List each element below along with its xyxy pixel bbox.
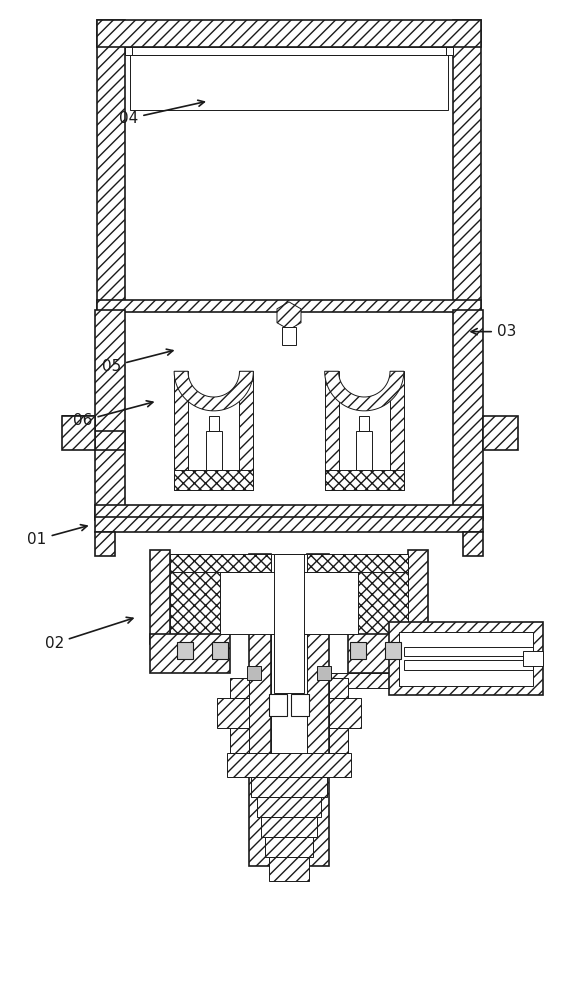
Polygon shape [358,554,408,634]
Text: 06: 06 [73,401,153,428]
Polygon shape [62,416,125,450]
Polygon shape [329,678,349,698]
Polygon shape [97,300,481,312]
Polygon shape [229,678,249,698]
Bar [125,47,132,55]
Bar [274,554,304,693]
Bar [523,651,543,666]
Bar [95,532,114,556]
Polygon shape [265,837,313,857]
Polygon shape [349,634,428,673]
Bar [404,660,533,670]
Polygon shape [325,470,404,490]
Bar [357,431,372,470]
Bar [269,857,309,881]
Bar [209,416,218,431]
Polygon shape [95,505,483,520]
Polygon shape [408,550,428,644]
Bar [271,554,307,866]
Bar [247,666,261,680]
Bar [129,55,449,110]
Bar [125,310,453,505]
Text: 03: 03 [471,324,516,339]
Polygon shape [329,614,389,629]
Bar [212,642,228,659]
Polygon shape [325,371,404,411]
Text: 04: 04 [119,100,205,126]
Bar [114,517,464,556]
Bar [446,47,453,55]
Polygon shape [329,673,389,688]
Bar [177,642,193,659]
Bar [125,47,453,300]
Polygon shape [170,554,408,572]
Polygon shape [453,20,481,312]
Polygon shape [249,554,271,866]
Polygon shape [97,20,125,312]
Polygon shape [329,728,349,753]
Bar [350,642,366,659]
Text: 02: 02 [45,617,133,651]
Polygon shape [174,371,253,411]
Bar [404,647,533,656]
Polygon shape [227,753,351,777]
Polygon shape [174,371,188,490]
Polygon shape [453,310,483,520]
Bar [291,694,309,716]
Polygon shape [239,371,253,490]
Bar [399,632,533,686]
Polygon shape [62,416,95,450]
Bar [360,416,369,431]
Bar [317,666,331,680]
Polygon shape [217,698,249,728]
Text: 01: 01 [28,525,87,547]
Text: 05: 05 [102,349,173,374]
Polygon shape [170,554,220,634]
Bar [95,517,483,532]
Polygon shape [307,554,329,866]
Polygon shape [277,302,301,330]
Polygon shape [329,698,361,728]
Bar [282,327,296,345]
Bar [385,642,401,659]
Bar [464,532,483,556]
Polygon shape [174,470,253,490]
Polygon shape [390,371,404,490]
Polygon shape [97,20,481,47]
Bar [220,572,358,634]
Polygon shape [389,622,543,695]
Polygon shape [257,797,321,817]
Polygon shape [150,550,170,644]
Polygon shape [261,817,317,837]
Polygon shape [483,416,518,450]
Bar [125,47,453,55]
Polygon shape [150,634,229,673]
Polygon shape [95,310,125,520]
Polygon shape [229,728,249,753]
Bar [269,694,287,716]
Polygon shape [325,371,339,490]
Bar [206,431,221,470]
Polygon shape [251,777,327,797]
